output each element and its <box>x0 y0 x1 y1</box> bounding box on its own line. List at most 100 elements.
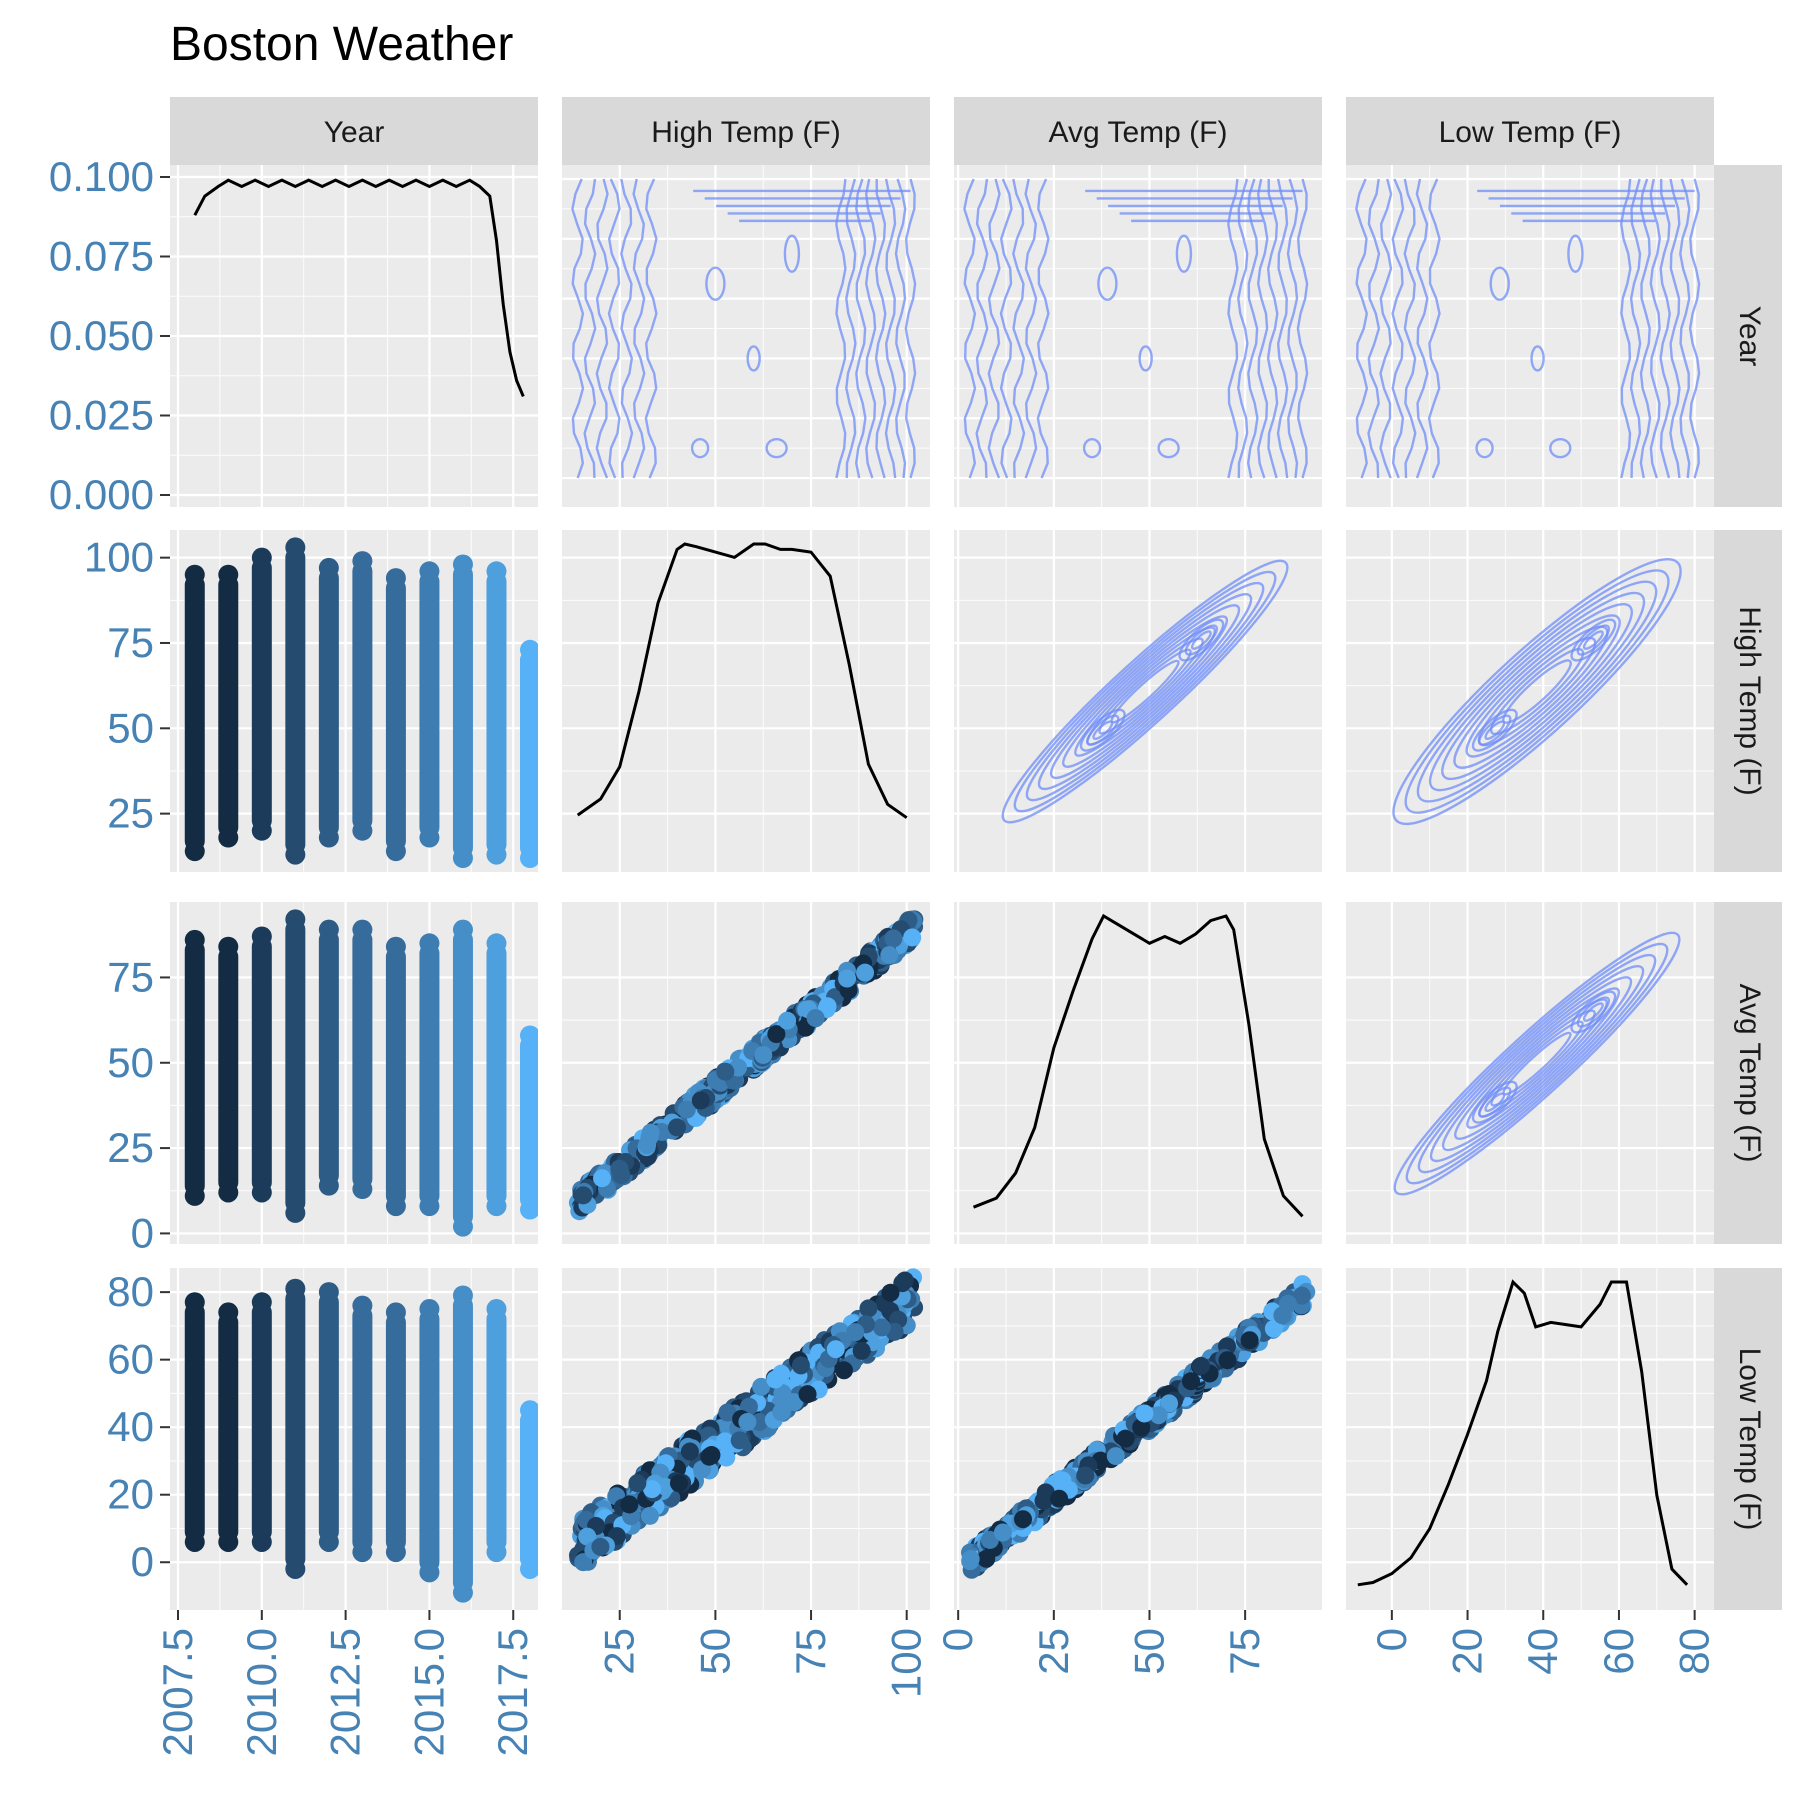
scatter-point <box>798 1385 817 1404</box>
scatter-point <box>352 820 373 841</box>
strip-top-2 <box>954 97 1322 165</box>
panel-3-0 <box>170 1268 538 1610</box>
scatter-column-2010 <box>251 936 272 1193</box>
scatter-point <box>218 827 239 848</box>
scatter-point <box>251 926 272 947</box>
scatter-point <box>318 1531 339 1552</box>
scatter-column-2008 <box>184 939 205 1196</box>
scatter-point <box>251 1292 272 1313</box>
x-tick-label: 60 <box>1595 1628 1642 1675</box>
x-tick-label: 50 <box>1125 1628 1172 1675</box>
contour-line <box>904 178 917 479</box>
contour-loop <box>783 234 801 273</box>
strip-top-label-3: Low Temp (F) <box>1439 116 1622 149</box>
contour-line <box>864 178 877 479</box>
contour-hotspot <box>1484 1092 1506 1113</box>
panel-background <box>954 530 1322 872</box>
scatter-point <box>318 827 339 848</box>
contour-line <box>1036 178 1050 479</box>
axes-layer: 0.0000.0250.0500.0750.100255075100025507… <box>49 153 1718 1756</box>
scatter-column-2013 <box>352 561 373 831</box>
scatter-point <box>834 1361 853 1380</box>
y-tick-label: 40 <box>107 1403 154 1450</box>
strip-top-label-0: Year <box>324 116 385 149</box>
contour-line <box>874 178 887 479</box>
scatter-point <box>767 1025 786 1044</box>
scatter-point <box>754 1045 773 1064</box>
panel-background <box>1346 1268 1714 1610</box>
scatter-point <box>766 1370 785 1389</box>
contour-hotspot <box>1478 714 1512 746</box>
scatter-column-2009 <box>218 946 239 1193</box>
scatter-point <box>574 1553 593 1572</box>
scatter-point <box>717 1448 736 1467</box>
y-tick-label: 0.000 <box>49 471 154 518</box>
scatter-point <box>385 841 406 862</box>
scatter-point <box>1191 1356 1210 1375</box>
contour-loop <box>1567 234 1584 273</box>
x-tick-label: 75 <box>1221 1628 1268 1675</box>
contour-line <box>854 178 867 479</box>
panel-3-2 <box>954 1268 1322 1610</box>
x-tick-label: 25 <box>596 1628 643 1675</box>
density-line-Year <box>193 178 525 397</box>
scatter-point <box>184 1185 205 1206</box>
contour-line <box>999 178 1013 479</box>
panel-2-2 <box>954 902 1322 1244</box>
contour-loop <box>1475 437 1494 459</box>
contour-hotspot <box>1471 708 1518 752</box>
scatter-point <box>486 561 507 582</box>
x-tick-label: 2012.5 <box>322 1628 369 1756</box>
contour-ellipse <box>1049 604 1241 780</box>
scatter-point <box>251 547 272 568</box>
scatter-point <box>1278 1294 1297 1313</box>
scatter-column-2011 <box>285 547 306 855</box>
scatter-point <box>452 1582 473 1603</box>
scatter-point <box>352 919 373 940</box>
contour-hotspot <box>1092 720 1114 741</box>
scatter-point <box>1135 1404 1154 1423</box>
scatter-point <box>520 1558 538 1579</box>
contour-loop <box>1530 345 1545 372</box>
contour-loop <box>1489 266 1510 301</box>
scatter-column-2014 <box>385 946 406 1207</box>
scatter-column-2015 <box>419 1309 440 1573</box>
contour-hotspot <box>1471 1080 1518 1124</box>
contour-loop <box>746 345 761 372</box>
y-tick-label: 20 <box>107 1471 154 1518</box>
contour-loop <box>765 437 788 459</box>
contour-ellipse <box>1428 591 1646 792</box>
scatter-point <box>318 557 339 578</box>
contour-ellipse <box>1392 558 1682 826</box>
scatter-column-2016 <box>452 564 473 858</box>
y-tick-label: 0 <box>131 1209 154 1256</box>
y-tick-label: 60 <box>107 1336 154 1383</box>
panel-0-3 <box>1346 165 1714 507</box>
strip-right-label-3: Low Temp (F) <box>1733 1348 1766 1531</box>
x-tick-label: 2015.0 <box>405 1628 452 1756</box>
y-tick-label: 50 <box>107 1039 154 1086</box>
panel-0-0 <box>170 165 538 507</box>
contour-line <box>1619 178 1632 479</box>
scatter-point <box>486 1299 507 1320</box>
strip-right-label-2: Avg Temp (F) <box>1733 984 1766 1163</box>
scatter-column-2008 <box>184 574 205 852</box>
scatter-column-2010 <box>251 557 272 831</box>
scatter-point <box>184 564 205 585</box>
y-tick-label: 0.075 <box>49 233 154 280</box>
scatter-point <box>285 844 306 865</box>
scatter-point <box>738 1412 757 1431</box>
scatter-column-2012 <box>318 567 339 838</box>
y-tick-label: 0.100 <box>49 153 154 200</box>
scatter-point <box>318 919 339 940</box>
scatter-point <box>352 1542 373 1563</box>
contour-hotspot <box>1190 630 1212 650</box>
contour-loop <box>1138 345 1153 372</box>
contour-ellipse <box>1465 625 1609 758</box>
scatter-point <box>218 564 239 585</box>
scatter-point <box>806 1009 825 1028</box>
scatter-point <box>716 1062 735 1081</box>
scatter-point <box>486 933 507 954</box>
scatter-point <box>1182 1372 1201 1391</box>
density-line-Avg Temp (F) <box>972 913 1304 1218</box>
